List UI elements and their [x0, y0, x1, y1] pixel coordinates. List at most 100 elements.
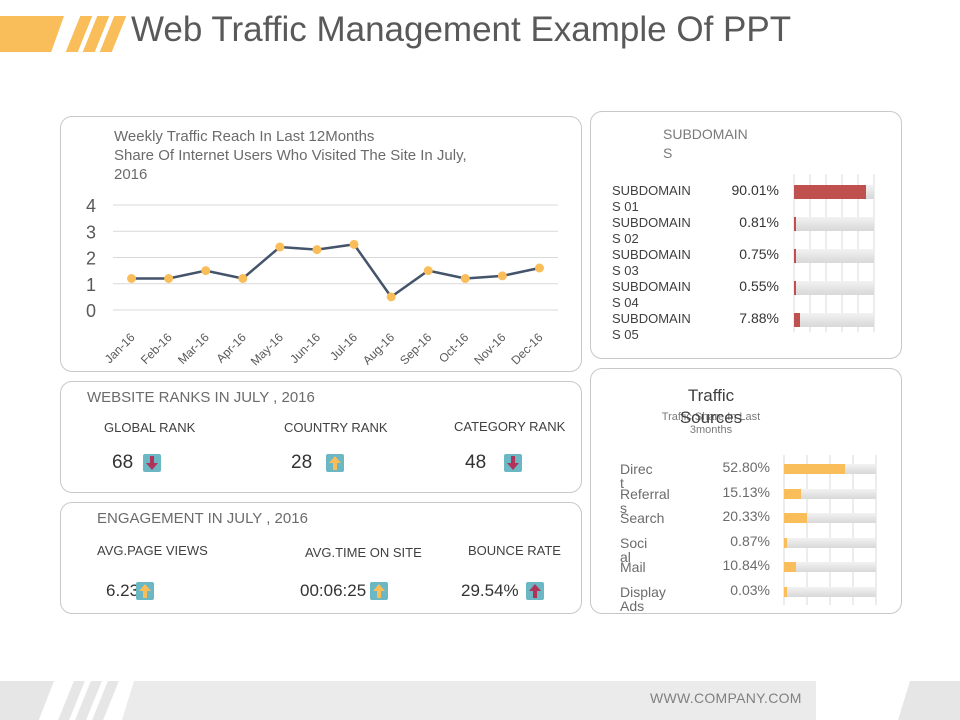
global-rank-label: GLOBAL RANK	[104, 420, 196, 435]
subdomain-bar-track	[794, 249, 874, 263]
data-point[interactable]	[164, 274, 174, 283]
x-tick-label: Dec-16	[508, 330, 545, 367]
subdomain-label-line1: SUBDOMAIN	[612, 247, 691, 262]
category-rank-value: 48	[465, 452, 487, 473]
subdomain-bar	[794, 281, 796, 295]
traffic-source-label-line2: Ads	[620, 597, 645, 614]
traffic-source-label: Search	[620, 509, 682, 528]
traffic-source-label: Soci al	[620, 534, 682, 567]
chart-title: Weekly Traffic Reach In Last 12Months	[114, 128, 375, 145]
arrow-up-icon	[526, 582, 544, 600]
x-tick-label: Feb-16	[138, 330, 175, 367]
subdomain-bar-track	[794, 313, 874, 327]
data-point[interactable]	[386, 292, 396, 302]
x-tick-label: Aug-16	[360, 330, 397, 367]
traffic-source-bar	[784, 537, 787, 548]
traffic-source-bar-track	[784, 464, 876, 474]
traffic-source-bar-track	[784, 537, 876, 548]
avg-time-on-site-value: 00:06:25	[300, 581, 367, 600]
traffic-source-bar-track	[784, 488, 876, 499]
footer-url[interactable]: WWW.COMPANY.COM	[650, 690, 802, 706]
data-point[interactable]	[460, 274, 470, 283]
traffic-sources-subtitle-line2: 3months	[689, 424, 733, 436]
subdomain-percent: 0.81%	[739, 214, 779, 230]
avg-page-views-value: 6.23	[106, 581, 140, 600]
subdomain-label-line2: S 04	[612, 295, 639, 310]
traffic-source-percent: 0.87%	[730, 532, 770, 549]
arrow-down-icon	[143, 454, 161, 472]
traffic-source-label: Referral s	[620, 485, 682, 518]
data-point[interactable]	[497, 271, 507, 281]
traffic-source-label-line1: Referral	[620, 485, 670, 502]
y-tick-label: 3	[86, 222, 96, 242]
subdomain-label-line2: S 01	[612, 199, 639, 214]
subdomain-label-line1: SUBDOMAIN	[612, 279, 691, 294]
data-point[interactable]	[534, 263, 544, 273]
x-tick-label: Nov-16	[471, 330, 508, 367]
traffic-sources-title-line2: Sources	[679, 408, 743, 427]
subdomain-percent: 0.75%	[739, 246, 779, 262]
traffic-source-percent: 10.84%	[722, 557, 770, 573]
traffic-source-label-line2: t	[620, 475, 624, 491]
data-point[interactable]	[312, 245, 322, 255]
arrow-down-icon	[504, 454, 522, 472]
engagement-title: ENGAGEMENT IN JULY , 2016	[97, 510, 308, 527]
subdomain-percent: 7.88%	[739, 310, 779, 326]
subdomains-title-line2: S	[663, 145, 673, 161]
data-point[interactable]	[201, 266, 211, 276]
subdomain-percent: 0.55%	[739, 278, 779, 294]
page-title: Web Traffic Management Example Of PPT	[131, 10, 792, 49]
traffic-source-bar-track	[784, 586, 876, 597]
arrow-up-icon	[370, 582, 388, 600]
y-tick-label: 4	[86, 196, 96, 216]
ranks-title: WEBSITE RANKS IN JULY , 2016	[87, 389, 315, 406]
traffic-source-bar	[784, 586, 787, 597]
traffic-source-label: Direc t	[620, 460, 682, 493]
subdomain-bar	[794, 249, 796, 263]
traffic-source-label-line1: Mail	[620, 559, 646, 575]
subdomain-label: SUBDOMAIN S 05	[612, 311, 702, 343]
data-point[interactable]	[423, 266, 433, 276]
x-tick-label: Jun-16	[287, 330, 323, 366]
subdomain-label: SUBDOMAIN S 01	[612, 183, 702, 215]
y-tick-label: 2	[86, 249, 96, 269]
footer-accent-left	[0, 681, 54, 720]
series-line	[131, 243, 540, 299]
category-rank-label: CATEGORY RANK	[454, 419, 566, 434]
website-ranks-panel: WEBSITE RANKS IN JULY , 2016 GLOBAL RANK…	[60, 381, 582, 493]
x-tick-label: Apr-16	[214, 330, 250, 366]
subdomain-label-line2: S 03	[612, 263, 639, 278]
traffic-source-percent: 52.80%	[722, 459, 770, 475]
traffic-source-percent: 20.33%	[722, 508, 770, 524]
subdomains-title: SUBDOMAIN S	[663, 125, 748, 163]
bounce-rate-value: 29.54%	[461, 581, 519, 600]
x-tick-label: Jan-16	[102, 330, 138, 366]
traffic-source-label-line2: al	[620, 548, 631, 565]
chart-title-block: Weekly Traffic Reach In Last 12Months Sh…	[114, 127, 514, 184]
footer-band	[122, 681, 816, 720]
avg-time-on-site-label: AVG.TIME ON SITE	[305, 545, 422, 560]
subdomains-panel: SUBDOMAIN S SUBDOMAIN S 01 90.01% SUBDOMAIN…	[590, 111, 902, 359]
y-tick-label: 0	[86, 301, 96, 321]
subdomain-label: SUBDOMAIN S 02	[612, 215, 702, 247]
data-point[interactable]	[349, 239, 359, 249]
x-tick-label: Oct-16	[436, 330, 472, 366]
data-point[interactable]	[275, 242, 285, 252]
subdomain-label-line1: SUBDOMAIN	[612, 311, 691, 326]
x-tick-label: Sep-16	[397, 330, 434, 367]
traffic-source-percent: 15.13%	[722, 483, 770, 500]
traffic-sources-panel: Traffic Traffic Share In Last 3months So…	[590, 368, 902, 614]
subdomain-label-line2: S 05	[612, 327, 639, 342]
x-tick-label: Jul-16	[327, 330, 360, 363]
subdomain-label-line1: SUBDOMAIN	[612, 215, 691, 230]
traffic-source-bar	[784, 562, 797, 572]
traffic-sources-subtitle-line1: Traffic Share In Last	[661, 411, 761, 423]
traffic-source-bar-track	[784, 562, 876, 572]
avg-page-views-label: AVG.PAGE VIEWS	[97, 543, 208, 558]
y-tick-label: 1	[86, 275, 96, 295]
subdomain-label-line2: S 02	[612, 231, 639, 246]
bounce-rate-label: BOUNCE RATE	[468, 543, 561, 558]
data-point[interactable]	[127, 274, 137, 283]
subdomain-bar	[794, 313, 801, 327]
data-point[interactable]	[238, 274, 248, 283]
